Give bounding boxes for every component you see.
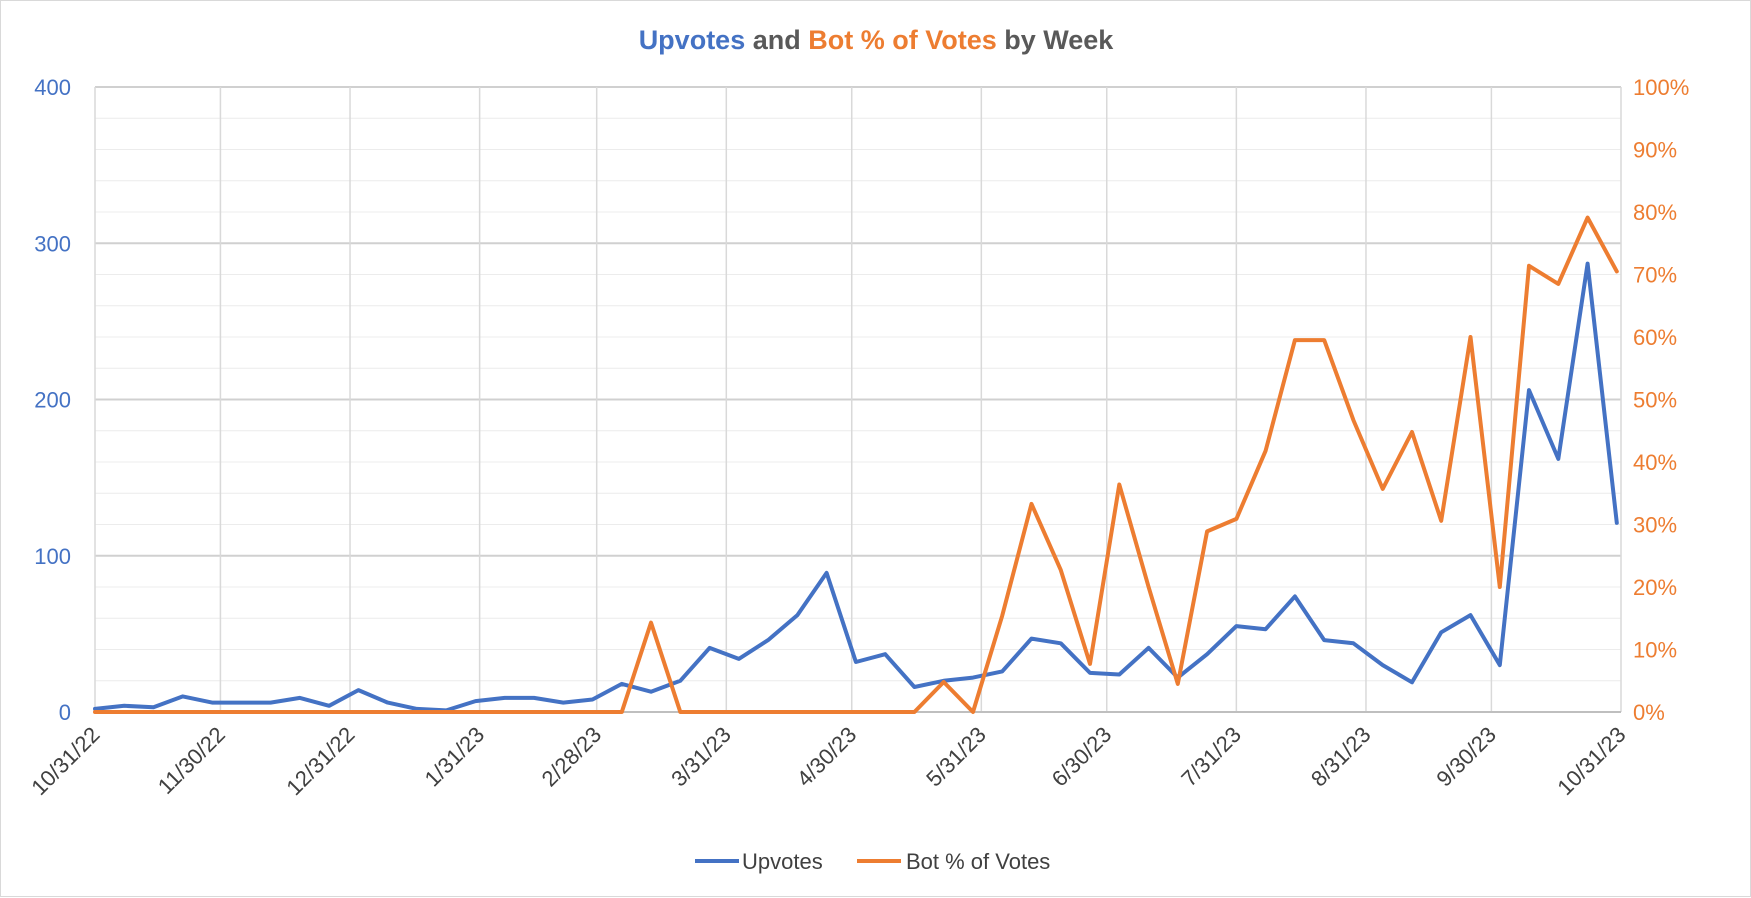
- x-tick-label: 12/31/22: [281, 722, 359, 800]
- y-left-tick-label: 100: [34, 544, 71, 569]
- y-left-tick-label: 200: [34, 388, 71, 413]
- chart-title: Upvotes and Bot % of Votes by Week: [639, 25, 1115, 55]
- y-left-tick-label: 0: [59, 700, 71, 725]
- x-tick-label: 5/31/23: [921, 722, 991, 792]
- y-right-tick-label: 80%: [1633, 200, 1677, 225]
- chart-title-and: and: [745, 25, 808, 55]
- y-right-tick-label: 30%: [1633, 513, 1677, 538]
- bot-pct-line: [93, 215, 1619, 714]
- gridlines: [94, 86, 1622, 713]
- y-right-tick-label: 10%: [1633, 638, 1677, 663]
- legend: Upvotes Bot % of Votes: [695, 849, 1050, 874]
- x-tick-label: 10/31/23: [1552, 722, 1630, 800]
- y-right-tick-label: 70%: [1633, 263, 1677, 288]
- x-tick-label: 8/31/23: [1306, 722, 1376, 792]
- x-tick-label: 6/30/23: [1047, 722, 1117, 792]
- x-tick-label: 2/28/23: [537, 722, 607, 792]
- chart-title-by-week: by Week: [997, 25, 1115, 55]
- y-right-tick-label: 40%: [1633, 450, 1677, 475]
- x-tick-label: 11/30/22: [153, 722, 230, 799]
- x-tick-label: 10/31/22: [26, 722, 104, 800]
- y-right-tick-label: 20%: [1633, 575, 1677, 600]
- y-right-tick-label: 90%: [1633, 138, 1677, 163]
- legend-label-bot-pct: Bot % of Votes: [906, 849, 1050, 874]
- x-tick-label: 9/30/23: [1431, 722, 1501, 792]
- y-left-tick-label: 300: [34, 231, 71, 256]
- chart-title-bot: Bot % of Votes: [808, 25, 997, 55]
- upvotes-line: [93, 261, 1619, 713]
- x-tick-label: 3/31/23: [666, 722, 736, 792]
- x-tick-label: 7/31/23: [1176, 722, 1246, 792]
- x-tick-label: 4/30/23: [792, 722, 862, 792]
- chart-title-upvotes: Upvotes: [639, 25, 746, 55]
- y-right-tick-label: 60%: [1633, 325, 1677, 350]
- y-right-tick-label: 50%: [1633, 388, 1677, 413]
- y-right-tick-label: 0%: [1633, 700, 1665, 725]
- axes: 0 100 200 300 400 0% 10% 20% 30% 40% 50% 60% 70% 80% 9…: [26, 75, 1689, 800]
- legend-label-upvotes: Upvotes: [742, 849, 823, 874]
- y-right-tick-label: 100%: [1633, 75, 1689, 100]
- series-lines: [93, 215, 1619, 714]
- x-tick-label: 1/31/23: [420, 722, 490, 792]
- y-left-tick-label: 400: [34, 75, 71, 100]
